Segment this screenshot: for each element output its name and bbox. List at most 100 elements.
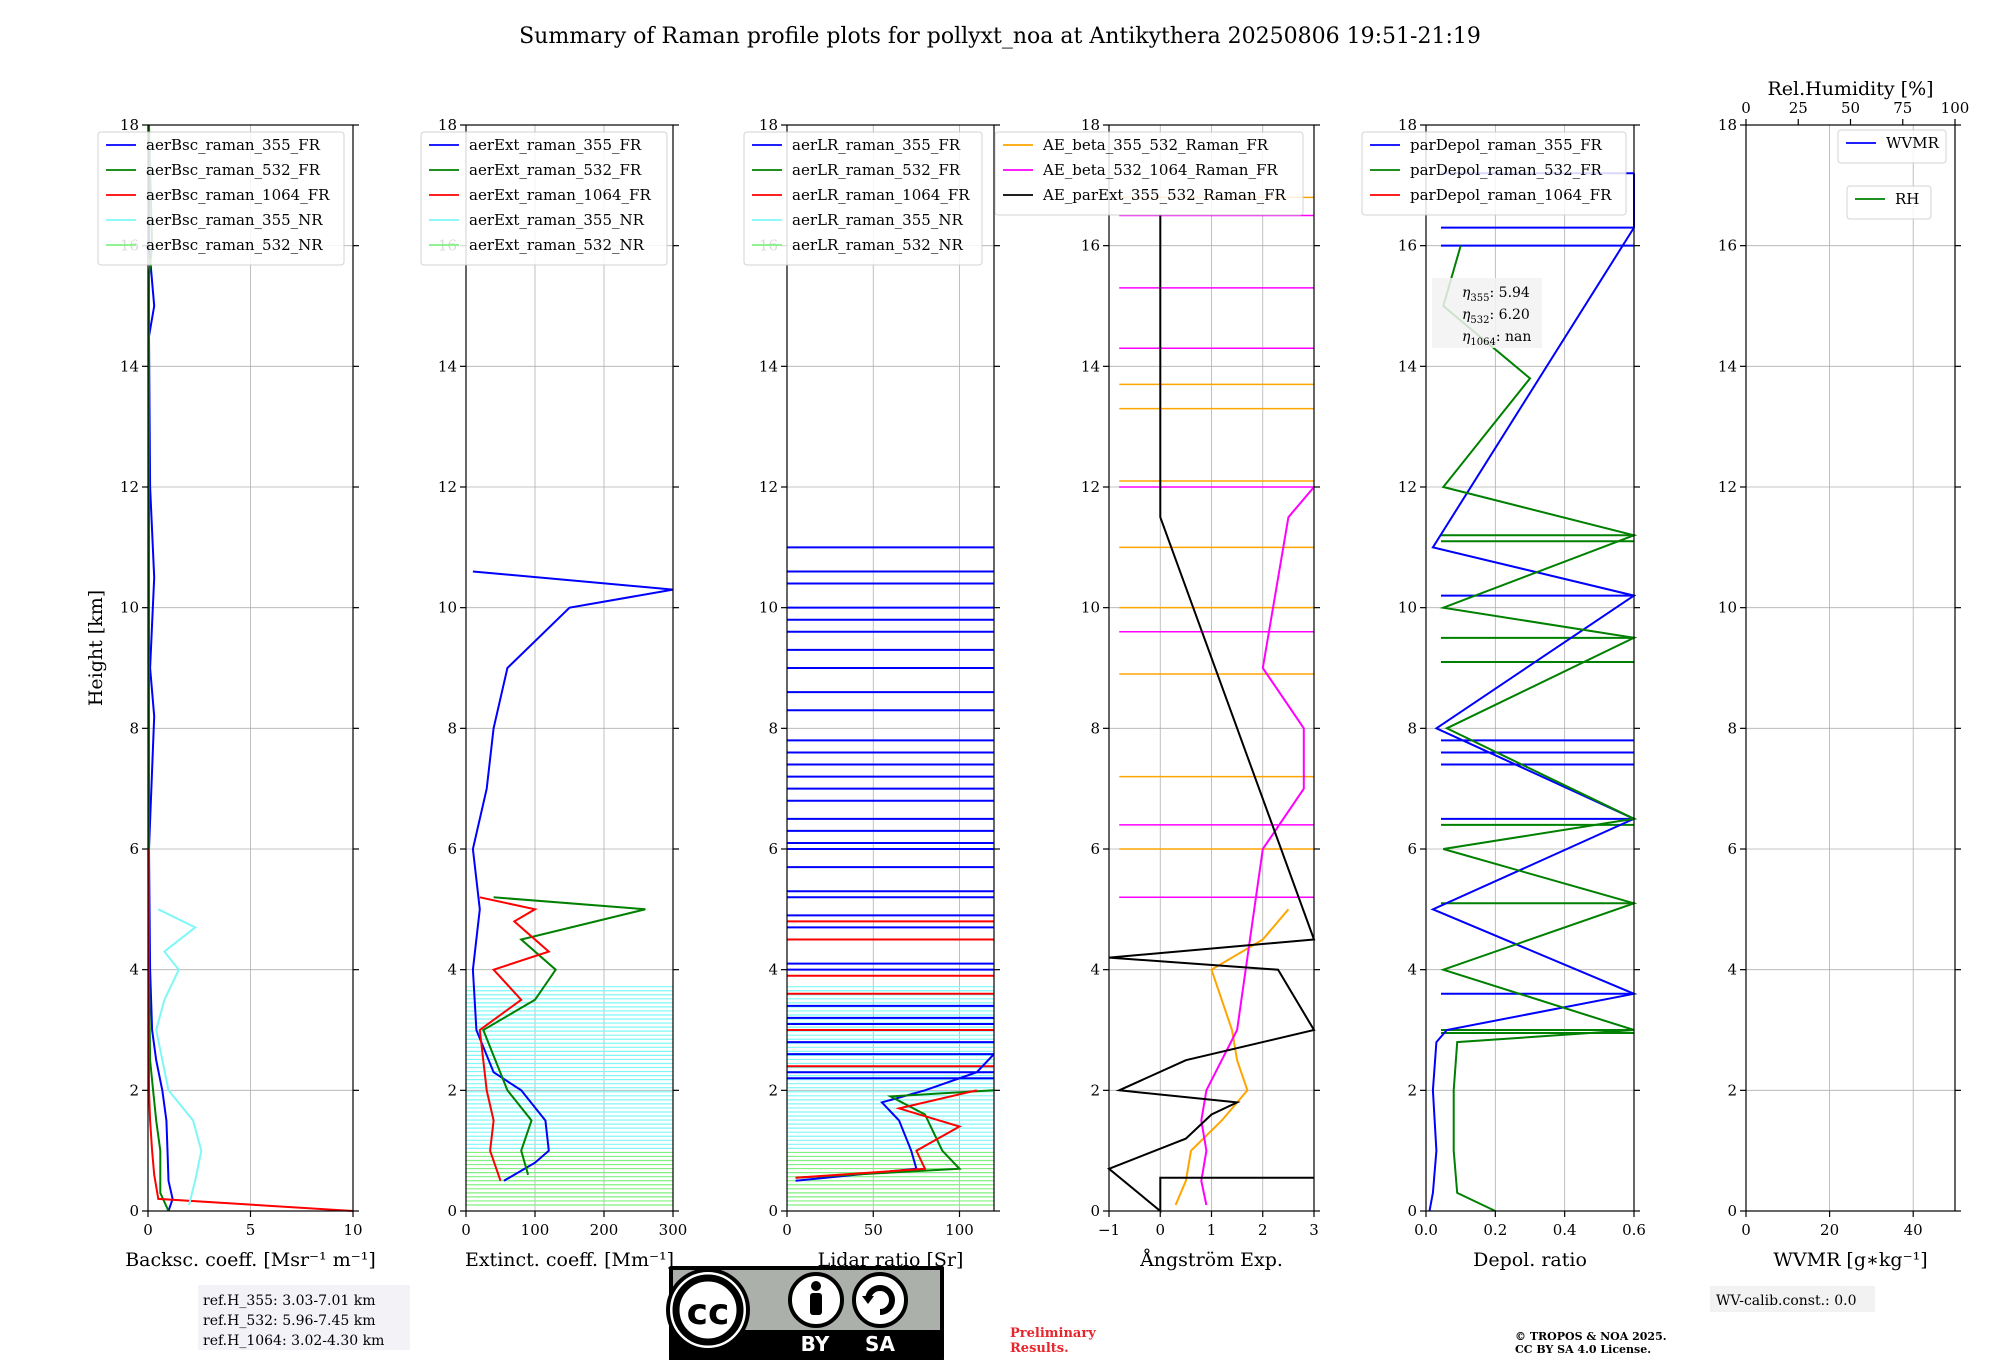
eta-355-value: 5.94 [1499, 285, 1530, 301]
legend-frame [97, 131, 345, 266]
series-line-4-2 [1200, 486, 1315, 1206]
figure-title: Summary of Raman profile plots for polly… [519, 24, 1481, 49]
y-tick-label: 10 [1081, 599, 1100, 617]
sa-icon [852, 1272, 908, 1328]
legend-frame [1846, 185, 1932, 220]
y-axis-label: Height [km] [85, 590, 107, 706]
legend-label: aerExt_raman_1064_FR [469, 186, 651, 204]
x-axis-label-2: Extinct. coeff. [Mm⁻¹] [465, 1249, 674, 1271]
legend-label: aerExt_raman_532_NR [469, 236, 645, 254]
legend-extinction: aerExt_raman_355_FR aerExt_raman_532_FRae… [420, 131, 668, 266]
y-tick-label: 10 [120, 599, 139, 617]
y-tick-label: 2 [768, 1081, 778, 1099]
x-axis-label-1: Backsc. coeff. [Msr⁻¹ m⁻¹] [125, 1249, 376, 1271]
top-tick-label: 100 [1941, 99, 1970, 117]
legend-depol: parDepol_raman_355_FR parDepol_raman_532_… [1361, 131, 1627, 216]
axes-frame [465, 124, 674, 1212]
top-tick-label: 0 [1741, 99, 1751, 117]
y-tick-label: 6 [129, 840, 139, 858]
x-tick-label: 0.0 [1414, 1221, 1438, 1239]
y-tick-label: 12 [438, 478, 457, 496]
wv-calib-box: WV-calib.const.: 0.0 [1710, 1286, 1875, 1312]
y-tick-label: 0 [1090, 1202, 1100, 1220]
eta-box: η355: 5.94 η532: 6.20 η1064: nan [1432, 278, 1542, 348]
y-tick-label: 0 [1727, 1202, 1737, 1220]
x-tick-label: 20 [1820, 1221, 1839, 1239]
x-tick-label: 10 [343, 1221, 362, 1239]
legend-frame [994, 131, 1304, 216]
legend-wvmr: WVMR [1837, 129, 1947, 164]
legend-label: AE_parExt_355_532_Raman_FR [1042, 186, 1287, 204]
y-tick-label: 14 [1081, 357, 1100, 375]
series-line-1-3 [147, 848, 354, 1212]
y-tick-label: 8 [129, 719, 139, 737]
legend-frame [1837, 129, 1947, 164]
series-line-3-3 [795, 1089, 978, 1179]
y-tick-label: 18 [759, 116, 778, 134]
legend-label: aerBsc_raman_532_FR [146, 161, 321, 179]
panel-2: 0246810121416180100200300Extinct. coeff.… [438, 116, 687, 1271]
y-tick-label: 6 [1727, 840, 1737, 858]
series-line-2-2 [482, 896, 646, 1176]
legend-label: aerExt_raman_355_FR [469, 136, 642, 154]
y-tick-label: 12 [759, 478, 778, 496]
legend-label: aerLR_raman_532_NR [792, 236, 963, 254]
legend-label: aerBsc_raman_532_NR [146, 236, 323, 254]
y-tick-label: 12 [1718, 478, 1737, 496]
y-tick-label: 10 [1398, 599, 1417, 617]
y-tick-label: 16 [1718, 237, 1737, 255]
legend-label: parDepol_raman_355_FR [1410, 136, 1603, 154]
legend-label: WVMR [1886, 134, 1940, 152]
y-tick-label: 4 [768, 961, 778, 979]
legend-label: parDepol_raman_1064_FR [1410, 186, 1612, 204]
top-tick-label: 25 [1789, 99, 1808, 117]
series-line-3-2 [795, 1089, 995, 1179]
y-tick-label: 18 [1398, 116, 1417, 134]
series-line-4-1 [1174, 908, 1290, 1206]
x-tick-label: 2 [1258, 1221, 1268, 1239]
legend-frame [1361, 131, 1627, 216]
legend-label: aerLR_raman_355_FR [792, 136, 961, 154]
axes-frame [1745, 124, 1956, 1212]
x-axis-label-4: Ångström Exp. [1139, 1249, 1283, 1271]
svg-text:cc: cc [687, 1292, 730, 1333]
preliminary-line-1: Preliminary [1010, 1326, 1096, 1341]
x-tick-label: 0 [782, 1221, 792, 1239]
ref-height-box: ref.H_355: 3.03-7.01 km ref.H_532: 5.96-… [198, 1285, 410, 1350]
y-tick-label: 0 [1407, 1202, 1417, 1220]
y-tick-label: 16 [1081, 237, 1100, 255]
axes-frame [1425, 124, 1635, 1212]
y-tick-label: 4 [1407, 961, 1417, 979]
y-tick-label: 0 [129, 1202, 139, 1220]
y-tick-label: 0 [768, 1202, 778, 1220]
y-tick-label: 14 [438, 357, 457, 375]
legend-label: aerBsc_raman_355_NR [146, 211, 323, 229]
y-tick-label: 4 [1727, 961, 1737, 979]
series-line-5-1 [1428, 173, 1638, 1212]
x-tick-label: 0 [461, 1221, 471, 1239]
series-line-4-3 [1107, 215, 1316, 1214]
y-tick-label: 8 [1407, 719, 1417, 737]
legend-label: aerLR_raman_532_FR [792, 161, 961, 179]
legend-frame [743, 131, 983, 266]
y-tick-label: 6 [447, 840, 457, 858]
x-tick-label: 0 [1155, 1221, 1165, 1239]
legend-label: aerExt_raman_355_NR [469, 211, 645, 229]
y-tick-label: 4 [129, 961, 139, 979]
series-line-2-1 [471, 570, 674, 1182]
legend-label: aerExt_raman_532_FR [469, 161, 642, 179]
y-tick-label: 18 [1081, 116, 1100, 134]
cc-license-badge: cc BY SA [666, 1266, 944, 1360]
legend-lidar-ratio: aerLR_raman_355_FR aerLR_raman_532_FR aerL… [743, 131, 983, 266]
legend-frame [420, 131, 668, 266]
legend-label: aerLR_raman_355_NR [792, 211, 963, 229]
eta-1064-value: nan [1505, 329, 1531, 345]
axes-frame [786, 124, 995, 1212]
x-tick-label: 40 [1904, 1221, 1923, 1239]
x-tick-label: 1 [1207, 1221, 1217, 1239]
top-axis-label: Rel.Humidity [%] [1767, 78, 1933, 100]
y-tick-label: 10 [759, 599, 778, 617]
ref-h-1064: ref.H_1064: 3.02-4.30 km [203, 1333, 384, 1349]
